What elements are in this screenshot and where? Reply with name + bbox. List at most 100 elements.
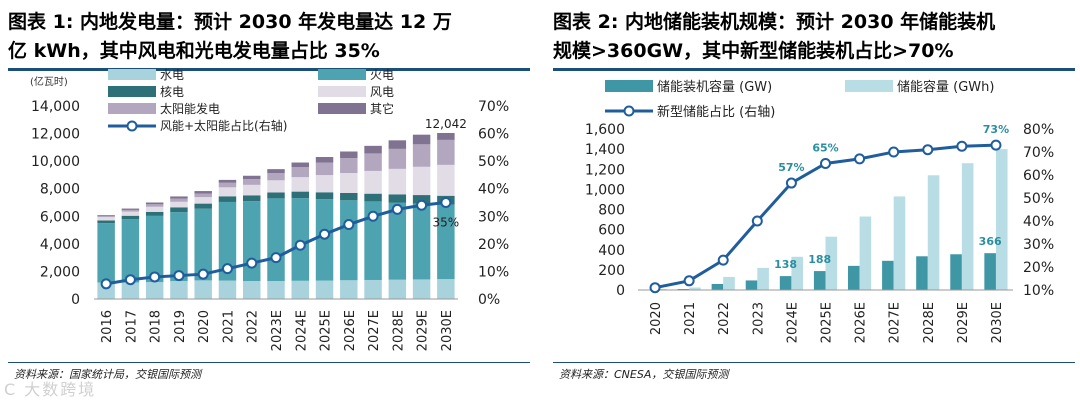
left-bar-hydro [340,280,358,299]
left-legend-label-thermal: 火电 [370,68,394,82]
left-title-line1: 图表 1: 内地发电量：预计 2030 年发电量达 12 万 [8,11,452,33]
right-bar-storage [757,267,769,290]
left-share-point [294,239,306,251]
left-bar-nuclear [267,192,285,199]
left-x-tick-label: 2027E [367,310,382,351]
right-y2-tick-label: 20% [1023,260,1054,276]
left-legend-swatch-thermal [318,69,366,80]
left-bar-hydro [242,281,261,299]
left-annotation-total: 12,042 [425,117,467,131]
left-legend-swatch-solar [108,103,156,114]
left-y2-tick-label: 20% [478,237,509,253]
right-share-point [717,254,729,266]
left-bar-wind [145,206,164,212]
left-bar-wind [97,217,115,221]
right-annotation-capacity: 188 [808,253,831,266]
left-bar-hydro [170,281,188,299]
right-bar-capacity [882,260,894,290]
right-bar-capacity [848,265,860,290]
left-y-tick-label: 12,000 [31,127,80,143]
right-share-point [751,215,763,227]
left-y2-tick-label: 40% [478,182,509,198]
right-y-tick-label: 1,600 [585,122,625,138]
left-y2-tick-label: 30% [478,209,509,225]
right-title-line2: 规模>360GW，其中新型储能装机占比>70% [553,40,954,62]
left-bar-other [194,191,212,194]
left-legend-label-other: 其它 [370,101,394,116]
left-bar-wind [340,172,358,193]
right-bar-capacity [711,283,724,290]
left-bar-solar [340,158,358,173]
right-y2-tick-label: 10% [1023,283,1054,299]
right-y-tick-label: 1,000 [585,182,625,198]
left-bar-solar [412,144,431,167]
left-bar-other [291,162,310,168]
left-bar-hydro [267,281,285,299]
left-x-tick-label: 2021 [221,310,236,343]
right-legend-label-capacity: 储能装机容量 (GW) [657,79,772,95]
left-bar-wind [437,164,455,196]
left-bar-hydro [388,279,407,299]
left-legend-swatch-other [318,103,366,114]
left-bar-other [242,175,261,180]
left-x-tick-label: 2019 [173,310,188,343]
right-share-point [785,177,797,189]
left-bar-nuclear [121,215,140,220]
right-y-tick-label: 0 [616,283,625,299]
left-bar-thermal [315,199,334,281]
left-bar-solar [242,179,261,185]
left-x-tick-label: 2023E [270,310,285,351]
left-bar-wind [242,184,261,196]
left-y-tick-label: 2,000 [40,264,80,280]
right-y-tick-label: 1,200 [585,162,625,178]
left-bar-thermal [412,203,431,280]
left-share-point [319,228,331,240]
left-bar-other [170,196,188,199]
left-x-tick-label: 2026E [343,310,358,351]
left-share-point [367,210,379,222]
left-share-point [270,252,282,264]
left-x-tick-label: 2022 [246,310,261,343]
right-share-point [820,158,831,169]
left-y2-tick-label: 60% [478,127,509,143]
left-bar-nuclear [291,191,310,199]
left-bar-other [437,132,455,140]
left-bar-thermal [437,204,455,280]
right-bar-capacity [984,253,996,290]
left-y-tick-label: 10,000 [31,154,80,170]
right-bar-storage [791,256,803,290]
right-chart-title: 图表 2: 内地储能装机规模：预计 2030 年储能装机 规模>360GW，其中… [553,8,1073,66]
left-bar-thermal [291,198,310,281]
right-legend-label-storage: 储能容量 (GWh) [897,79,994,95]
right-bar-capacity [745,280,758,290]
left-x-tick-label: 2020 [197,310,212,343]
right-y2-tick-label: 40% [1023,214,1054,230]
left-bar-nuclear [97,220,115,224]
left-share-point [124,274,136,286]
left-x-tick-label: 2024E [294,310,309,351]
left-share-point [149,271,161,283]
right-share-point [683,275,695,287]
left-share-point [343,219,355,231]
right-y-tick-label: 400 [598,243,625,259]
left-bar-hydro [437,279,455,299]
right-bar-storage [825,236,838,290]
right-share-point [956,140,968,152]
right-legend-line-marker [623,105,635,117]
right-title-line1: 图表 2: 内地储能装机规模：预计 2030 年储能装机 [553,11,996,33]
left-y2-tick-label: 0% [478,292,500,308]
left-bar-other [218,179,237,183]
right-share-point [922,144,934,156]
left-bar-other [97,215,115,217]
left-legend-label-solar: 太阳能发电 [160,101,220,116]
left-x-tick-label: 2017 [124,310,139,343]
left-chart-svg: (亿瓦时) 0 2,000 4,000 6,000 8,000 10,000 12,000 14… [30,68,509,351]
right-y2-tick-label: 80% [1023,122,1054,138]
left-unit-label: (亿瓦时) [30,75,68,88]
left-legend-swatch-wind [318,86,366,97]
right-bar-capacity [950,254,962,290]
left-x-tick-label: 2030E [440,310,455,351]
left-bar-wind [194,197,212,204]
right-x-tick-label: 2029E [956,302,971,343]
right-bar-storage [927,175,940,290]
